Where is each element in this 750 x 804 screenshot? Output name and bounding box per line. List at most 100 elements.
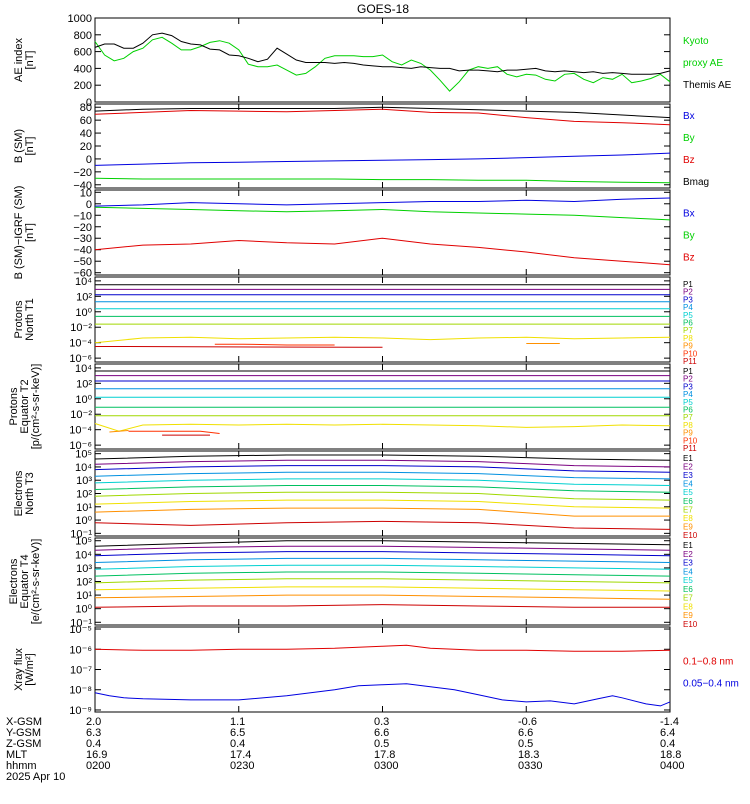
series-line <box>94 578 671 584</box>
legend-entry: P3 <box>683 382 693 391</box>
series-line <box>214 343 335 346</box>
legend-entry: E9 <box>683 611 693 620</box>
series-line <box>109 430 129 433</box>
y-tick-label: −20 <box>73 167 92 179</box>
y-tick-label: −60 <box>73 268 92 280</box>
series-line <box>94 564 671 570</box>
y-axis-label: North T1 <box>24 298 36 341</box>
legend-entry: E5 <box>683 576 693 585</box>
y-axis-label: Equator T4 <box>19 554 31 608</box>
y-tick-label: 10⁻⁴ <box>69 425 92 437</box>
legend-entry: E9 <box>683 522 693 531</box>
footer-time-0: 0200 <box>86 760 111 772</box>
legend-entry: E6 <box>683 497 693 506</box>
y-axis-label: Electrons <box>8 558 20 604</box>
y-tick-label: 10⁻⁴ <box>69 338 92 350</box>
footer-x-1: 1.1 <box>230 716 246 728</box>
y-tick-label: 10⁻² <box>70 409 92 421</box>
y-tick-label: 400 <box>74 63 92 75</box>
footer-x-2: 0.3 <box>374 716 390 728</box>
legend-entry: Themis AE <box>683 80 732 91</box>
legend-entry: P1 <box>683 280 693 289</box>
series-line <box>94 485 671 493</box>
legend-entry: P7 <box>683 326 693 335</box>
footer-z-4: 0.4 <box>660 738 676 750</box>
footer-y-4: 6.4 <box>660 727 676 739</box>
y-tick-label: 10¹ <box>76 590 92 602</box>
legend-entry: P8 <box>683 421 693 430</box>
y-tick-label: 1000 <box>68 13 92 25</box>
legend-entry: E1 <box>683 454 693 463</box>
y-tick-label: −10 <box>73 210 92 222</box>
series-line <box>94 491 671 501</box>
y-tick-label: 10² <box>76 378 92 390</box>
y-tick-label: 10² <box>76 577 92 589</box>
legend-entry: P6 <box>683 319 693 328</box>
footer-y-1: 6.5 <box>230 727 246 739</box>
series-line <box>94 644 671 652</box>
series-line <box>94 423 671 432</box>
legend-entry: P5 <box>683 311 693 320</box>
series-line <box>95 346 383 348</box>
legend-entry: E4 <box>683 480 693 489</box>
y-tick-label: 10⁴ <box>75 462 92 474</box>
y-axis-label: [nT] <box>24 51 36 70</box>
y-tick-label: 800 <box>74 30 92 42</box>
legend-entry: E4 <box>683 567 693 576</box>
y-tick-label: 40 <box>80 128 92 140</box>
series-line <box>128 430 220 434</box>
legend-entry: 0.1−0.8 nm <box>683 657 733 668</box>
series-line <box>94 336 671 344</box>
footer-z-1: 0.4 <box>230 738 246 750</box>
legend-entry: By <box>683 231 695 242</box>
footer-y-3: 6.6 <box>518 727 534 739</box>
legend-entry: E7 <box>683 505 693 514</box>
legend-entry: E6 <box>683 585 693 594</box>
footer-time-4: 0400 <box>660 760 685 772</box>
y-axis-label: B (SM) <box>13 129 25 163</box>
y-axis-label: [nT] <box>24 223 36 242</box>
y-axis-label: [W/m²] <box>24 653 36 685</box>
legend-entry: P9 <box>683 342 693 351</box>
footer-label-y: Y-GSM <box>6 727 42 739</box>
y-axis-label: [nT] <box>24 137 36 156</box>
legend-entry: P1 <box>683 367 693 376</box>
series-line <box>94 520 671 530</box>
y-tick-label: 0 <box>86 154 92 166</box>
y-tick-label: 10³ <box>76 475 92 487</box>
series-line <box>94 454 671 461</box>
y-tick-label: −50 <box>73 256 92 268</box>
legend-entry: P6 <box>683 406 693 415</box>
legend-entry: E8 <box>683 602 693 611</box>
footer-label-x: X-GSM <box>6 716 43 728</box>
y-axis-label: Protons <box>13 300 25 338</box>
footer-label-hhmm: hhmm <box>6 760 37 772</box>
legend-entry: P3 <box>683 295 693 304</box>
legend-entry: E1 <box>683 541 693 550</box>
y-tick-label: 10 <box>80 187 92 199</box>
footer-x-0: 2.0 <box>86 716 102 728</box>
y-tick-label: −30 <box>73 233 92 245</box>
y-tick-label: 10⁻⁷ <box>70 665 92 677</box>
y-tick-label: 10⁻⁶ <box>69 353 92 365</box>
y-tick-label: 10⁵ <box>75 449 92 461</box>
legend-entry: Bz <box>683 155 695 166</box>
y-tick-label: 10¹ <box>76 502 92 514</box>
series-line <box>94 465 671 473</box>
legend-entry: E2 <box>683 463 693 472</box>
footer-time-3: 0330 <box>518 760 543 772</box>
y-axis-label: North T3 <box>24 472 36 515</box>
series-line <box>94 540 671 547</box>
y-tick-label: 10² <box>76 291 92 303</box>
legend-entry: P11 <box>683 444 697 453</box>
legend-entry: P8 <box>683 334 693 343</box>
panel-frame <box>94 103 671 189</box>
y-tick-label: −40 <box>73 180 92 192</box>
footer-label-z: Z-GSM <box>6 738 42 750</box>
y-tick-label: 10⁻¹ <box>70 617 92 629</box>
